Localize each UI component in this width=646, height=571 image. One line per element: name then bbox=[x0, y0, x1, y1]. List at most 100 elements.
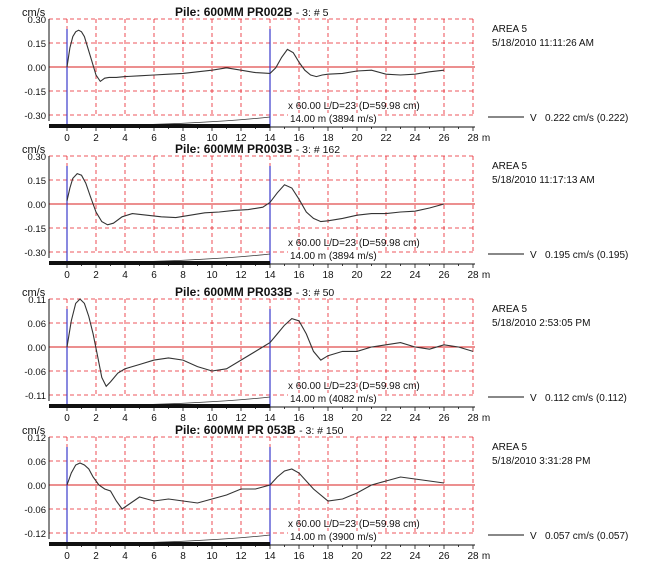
x-tick-label: 2 bbox=[93, 551, 99, 562]
x-tick-label: 6 bbox=[151, 133, 157, 144]
y-tick-label: 0.30 bbox=[28, 152, 47, 163]
x-tick-label: 18 bbox=[322, 133, 334, 144]
x-tick-label: 22 bbox=[380, 270, 392, 281]
x-tick-label: 22 bbox=[380, 133, 392, 144]
chart-panel-3: 0.110.060.00-0.06-0.110 2 4 6 8 10 12 14 16 18 20 2… bbox=[22, 285, 627, 424]
x-tick-label: 14 bbox=[264, 270, 276, 281]
chart-panel-2: 0.300.150.00-0.15-0.300 2 4 6 8 10 12 14 16 18 20 2… bbox=[22, 142, 628, 281]
length-text-bg bbox=[288, 113, 374, 125]
amplification-text: x 60.00 L/D=23 (D=59.98 cm) bbox=[288, 101, 420, 112]
title-pile-id: 600MM PR003B bbox=[204, 142, 296, 156]
x-tick-label: 0 bbox=[64, 133, 70, 144]
velocity-readout: 0.222 cm/s (0.222) bbox=[545, 113, 628, 124]
x-tick-label: 24 bbox=[409, 270, 421, 281]
x-tick-label: 2 bbox=[93, 133, 99, 144]
x-tick-label: 20 bbox=[351, 270, 363, 281]
title-pile-id: 600MM PR 053B bbox=[204, 423, 299, 437]
chart-panel-1: 0.300.150.00-0.15-0.300 2 4 6 8 10 12 14 16 18 20 2… bbox=[22, 5, 628, 144]
y-tick-label: 0.00 bbox=[28, 200, 47, 211]
x-tick-label: 8 bbox=[180, 551, 186, 562]
timestamp-label: 5/18/2010 11:11:26 AM bbox=[492, 38, 594, 49]
velocity-trace bbox=[66, 172, 445, 226]
velocity-symbol: V bbox=[530, 113, 537, 124]
x-tick-label: 12 bbox=[235, 270, 247, 281]
velocity-trace bbox=[66, 462, 445, 510]
y-tick-label: -0.06 bbox=[24, 367, 46, 378]
x-tick-label: 18 bbox=[322, 413, 334, 424]
y-tick-label: -0.15 bbox=[24, 224, 46, 235]
velocity-symbol: V bbox=[530, 531, 537, 542]
x-unit-label: m bbox=[482, 413, 490, 424]
x-tick-label: 6 bbox=[151, 270, 157, 281]
length-wave-speed-text: 14.00 m (3900 m/s) bbox=[290, 532, 377, 543]
velocity-trace bbox=[66, 298, 474, 388]
y-tick-label: 0.11 bbox=[28, 295, 46, 306]
velocity-symbol: V bbox=[530, 250, 537, 261]
x-tick-label: 6 bbox=[151, 413, 157, 424]
title-suffix: - 3: # 50 bbox=[296, 287, 335, 299]
chart-panel-4: 0.120.060.00-0.06-0.120 2 4 6 8 10 12 14 16 18 20 2… bbox=[22, 423, 628, 562]
x-tick-label: 26 bbox=[438, 270, 450, 281]
x-tick-label: 14 bbox=[264, 133, 276, 144]
y-unit-label: cm/s bbox=[22, 287, 46, 299]
title-suffix: - 3: # 162 bbox=[296, 144, 341, 156]
y-tick-label: -0.15 bbox=[24, 87, 46, 98]
y-unit-label: cm/s bbox=[22, 7, 46, 19]
title-suffix: - 3: # 150 bbox=[299, 425, 344, 437]
x-tick-label: 10 bbox=[206, 551, 218, 562]
x-tick-label: 8 bbox=[180, 133, 186, 144]
x-tick-label: 8 bbox=[180, 270, 186, 281]
x-tick-label: 16 bbox=[293, 270, 305, 281]
y-tick-label: 0.00 bbox=[28, 63, 47, 74]
x-tick-label: 14 bbox=[264, 551, 276, 562]
title-prefix: Pile: bbox=[175, 423, 204, 437]
length-text-bg bbox=[288, 393, 374, 405]
x-tick-label: 28 bbox=[467, 413, 479, 424]
y-tick-label: -0.12 bbox=[24, 529, 46, 540]
velocity-readout: 0.112 cm/s (0.112) bbox=[545, 393, 627, 404]
x-tick-label: 2 bbox=[93, 413, 99, 424]
y-tick-label: -0.11 bbox=[25, 391, 46, 402]
chart-title: Pile: 600MM PR003B - 3: # 162 bbox=[175, 142, 340, 156]
x-tick-label: 28 bbox=[467, 133, 479, 144]
y-unit-label: cm/s bbox=[22, 425, 46, 437]
amplification-text: x 60.00 L/D=23 (D=59.98 cm) bbox=[288, 519, 420, 530]
velocity-readout: 0.057 cm/s (0.057) bbox=[545, 531, 628, 542]
x-tick-label: 26 bbox=[438, 413, 450, 424]
velocity-symbol: V bbox=[530, 393, 537, 404]
title-suffix: - 3: # 5 bbox=[296, 7, 329, 19]
x-tick-label: 18 bbox=[322, 270, 334, 281]
pile-length-bar bbox=[49, 124, 270, 128]
amplification-text: x 60.00 L/D=23 (D=59.98 cm) bbox=[288, 238, 420, 249]
x-tick-label: 4 bbox=[122, 270, 128, 281]
amplification-text: x 60.00 L/D=23 (D=59.98 cm) bbox=[288, 381, 420, 392]
x-tick-label: 8 bbox=[180, 413, 186, 424]
timestamp-label: 5/18/2010 3:31:28 PM bbox=[492, 456, 590, 467]
y-tick-label: 0.06 bbox=[28, 457, 47, 468]
x-tick-label: 10 bbox=[206, 270, 218, 281]
x-tick-label: 4 bbox=[122, 413, 128, 424]
x-tick-label: 20 bbox=[351, 413, 363, 424]
x-tick-label: 4 bbox=[122, 551, 128, 562]
x-tick-label: 12 bbox=[235, 413, 247, 424]
x-tick-label: 24 bbox=[409, 551, 421, 562]
x-tick-label: 10 bbox=[206, 133, 218, 144]
x-unit-label: m bbox=[482, 551, 490, 562]
y-tick-label: 0.30 bbox=[28, 15, 47, 26]
chart-title: Pile: 600MM PR033B - 3: # 50 bbox=[175, 285, 334, 299]
y-tick-label: 0.00 bbox=[28, 343, 47, 354]
area-label: AREA 5 bbox=[492, 442, 527, 453]
title-prefix: Pile: bbox=[175, 285, 204, 299]
pile-length-bar bbox=[49, 404, 270, 408]
length-text-bg bbox=[288, 250, 374, 262]
x-tick-label: 22 bbox=[380, 413, 392, 424]
x-tick-label: 26 bbox=[438, 133, 450, 144]
x-tick-label: 0 bbox=[64, 413, 70, 424]
x-tick-label: 24 bbox=[409, 133, 421, 144]
x-tick-label: 20 bbox=[351, 551, 363, 562]
x-tick-label: 6 bbox=[151, 551, 157, 562]
x-tick-label: 28 bbox=[467, 270, 479, 281]
x-tick-label: 18 bbox=[322, 551, 334, 562]
velocity-trace bbox=[66, 29, 445, 83]
